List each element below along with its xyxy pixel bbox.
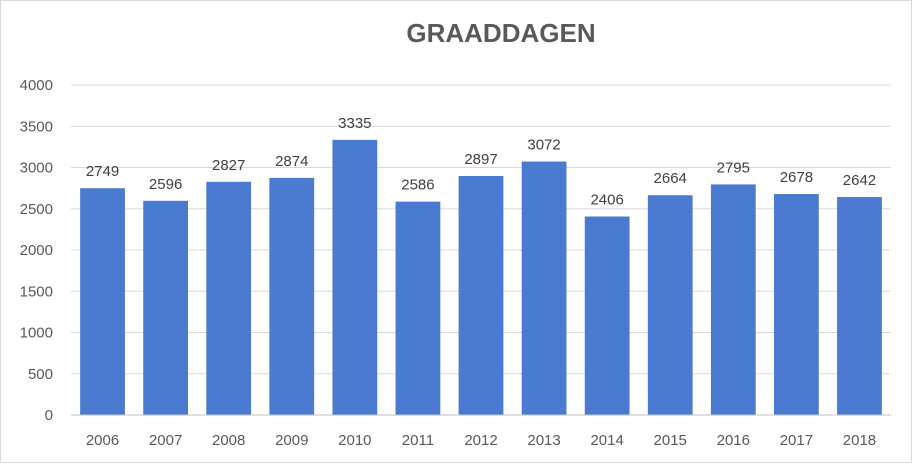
x-tick-label-2014: 2014 <box>590 432 623 449</box>
x-tick-label-2010: 2010 <box>338 432 371 449</box>
x-tick-label-2012: 2012 <box>464 432 497 449</box>
bar-2017 <box>773 194 819 415</box>
x-tick-label-2007: 2007 <box>149 432 182 449</box>
x-tick-label-2013: 2013 <box>527 432 560 449</box>
data-label-2006: 2749 <box>86 163 119 180</box>
x-tick-label-2016: 2016 <box>717 432 750 449</box>
data-label-2010: 3335 <box>338 115 371 132</box>
data-label-2008: 2827 <box>212 157 245 174</box>
bar-2012 <box>458 175 504 415</box>
data-label-2017: 2678 <box>780 169 813 186</box>
bar-2016 <box>710 184 756 415</box>
y-tick-label: 1000 <box>20 325 53 342</box>
y-tick-label: 1500 <box>20 283 53 300</box>
x-tick-label-2011: 2011 <box>402 432 434 449</box>
data-label-2015: 2664 <box>654 170 687 187</box>
x-tick-label-2017: 2017 <box>780 432 813 449</box>
bar-2007 <box>143 200 189 415</box>
data-label-2013: 3072 <box>527 137 560 154</box>
bar-2018 <box>837 197 882 415</box>
bar-2015 <box>647 195 693 415</box>
y-tick-label: 3000 <box>20 160 53 177</box>
data-label-2016: 2795 <box>717 159 750 176</box>
bar-2014 <box>584 216 630 415</box>
y-tick-label: 2000 <box>20 242 53 259</box>
x-tick-label-2006: 2006 <box>86 432 119 449</box>
y-tick-label: 2500 <box>20 201 53 218</box>
y-tick-label: 500 <box>28 366 53 383</box>
data-label-2009: 2874 <box>275 153 308 170</box>
bar-2010 <box>332 139 378 416</box>
data-labels: 2749 2596 2827 2874 3335 2586 2897 3072 2406 2664… <box>86 115 876 209</box>
y-tick-label: 4000 <box>20 77 53 94</box>
chart-title: GRAADDAGEN <box>406 18 595 48</box>
data-label-2007: 2596 <box>149 176 182 193</box>
y-tick-label: 3500 <box>20 118 53 135</box>
y-axis-ticks: 0 500 1000 1500 2000 2500 3000 3500 4000 <box>20 77 53 424</box>
bar-2013 <box>521 161 567 415</box>
bar-2011 <box>395 201 441 415</box>
data-label-2012: 2897 <box>464 151 497 168</box>
x-tick-label-2015: 2015 <box>654 432 687 449</box>
x-axis-ticks: 2006 2007 2008 2009 2010 2011 2012 2013 2014 2015… <box>86 432 876 449</box>
y-tick-label: 0 <box>45 407 53 424</box>
data-label-2018: 2642 <box>843 172 876 189</box>
data-label-2011: 2586 <box>401 177 434 194</box>
bar-2008 <box>206 181 252 415</box>
x-tick-label-2018: 2018 <box>843 432 876 449</box>
x-tick-label-2009: 2009 <box>275 432 308 449</box>
bar-2006 <box>80 188 125 415</box>
bar-2009 <box>269 177 315 415</box>
x-tick-label-2008: 2008 <box>212 432 245 449</box>
bars <box>80 139 882 416</box>
data-label-2014: 2406 <box>590 192 623 209</box>
